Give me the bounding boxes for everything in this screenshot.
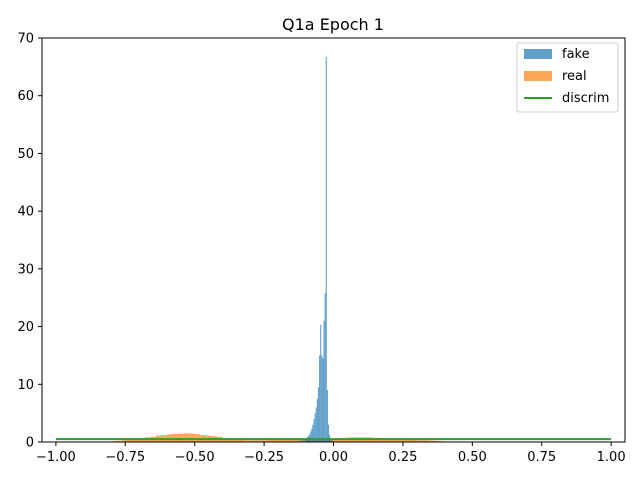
bar-fake-1 (300, 440, 302, 442)
x-tick-label: 0.75 (527, 450, 556, 465)
bar-fake-27 (331, 440, 333, 442)
bar-real-30 (277, 439, 284, 442)
bar-fake-21 (324, 293, 326, 442)
bar-real-24 (244, 440, 251, 442)
legend-swatch-real (524, 71, 552, 81)
bar-real-13 (183, 433, 190, 442)
legend-swatch-fake (524, 49, 552, 59)
bar-real-32 (289, 439, 295, 442)
bar-fake-20 (323, 320, 325, 442)
x-tick-label: 1.00 (597, 450, 626, 465)
bar-real-12 (178, 433, 184, 442)
legend-frame (516, 42, 619, 113)
bar-real-57 (427, 440, 434, 442)
y-tick-label: 50 (17, 147, 34, 162)
bar-fake-9 (311, 428, 313, 442)
bar-fake-2 (302, 439, 305, 442)
bar-real-20 (222, 439, 228, 442)
legend-label-fake: fake (562, 47, 590, 62)
bar-fake-16 (319, 355, 321, 442)
bar-real-29 (272, 439, 278, 442)
bar-real-53 (405, 439, 412, 442)
chart-title: Q1a Epoch 1 (282, 15, 384, 34)
bar-fake-14 (316, 398, 318, 442)
bar-fake-22 (325, 57, 327, 443)
legend-label-real: real (562, 69, 587, 84)
bar-fake-13 (315, 407, 317, 442)
bar-fake-24 (327, 424, 330, 442)
bar-real-26 (255, 440, 262, 442)
bar-fake-8 (310, 431, 312, 442)
bar-fake-18 (321, 355, 323, 442)
bar-real-27 (261, 440, 267, 442)
x-tick-label: −1.00 (36, 450, 76, 465)
bar-real-2 (122, 440, 129, 442)
bar-real-56 (422, 440, 428, 442)
x-tick-label: −0.25 (244, 450, 284, 465)
y-tick-label: 0 (26, 436, 34, 451)
bar-real-15 (194, 434, 201, 442)
x-tick-label: −0.50 (175, 450, 215, 465)
bar-fake-11 (313, 418, 315, 442)
bar-fake-17 (320, 324, 322, 442)
bar-real-1 (116, 440, 123, 442)
legend-label-discrim: discrim (562, 91, 609, 106)
bar-real-52 (400, 439, 406, 442)
bar-real-55 (416, 440, 423, 442)
bar-real-23 (239, 439, 245, 442)
bar-real-22 (233, 439, 240, 442)
bar-real-21 (228, 439, 234, 442)
bar-fake-3 (304, 439, 306, 442)
y-tick-label: 60 (17, 89, 34, 104)
series-fake-bars (297, 57, 334, 443)
legend: fake real discrim (516, 42, 619, 113)
y-axis: 0 10 20 30 40 50 60 70 (17, 32, 42, 451)
y-tick-label: 40 (17, 205, 34, 220)
bar-real-58 (433, 440, 439, 442)
bar-real-31 (283, 439, 290, 442)
bar-real-11 (172, 433, 179, 442)
bar-fake-19 (322, 358, 324, 442)
y-tick-label: 20 (17, 320, 34, 335)
x-tick-label: −0.75 (105, 450, 145, 465)
bar-fake-26 (330, 438, 332, 442)
bar-real-4 (133, 439, 140, 442)
x-tick-label: 0.25 (388, 450, 417, 465)
bar-real-51 (394, 439, 401, 442)
bar-real-3 (128, 439, 134, 442)
bar-real-50 (389, 438, 395, 442)
bar-fake-10 (312, 424, 314, 442)
x-axis: −1.00 −0.75 −0.50 −0.25 0.00 0.25 0.50 0.75 1.00 (36, 442, 626, 465)
bar-real-54 (411, 439, 417, 442)
bar-real-5 (139, 438, 145, 442)
bar-fake-12 (314, 413, 316, 442)
y-tick-label: 70 (17, 32, 34, 47)
x-tick-label: 0.00 (319, 450, 348, 465)
bar-fake-15 (317, 387, 320, 442)
bar-real-33 (294, 439, 301, 442)
bar-real-49 (383, 438, 390, 442)
bar-real-28 (266, 439, 273, 442)
bar-real-14 (189, 433, 195, 442)
bar-real-25 (250, 440, 256, 442)
bar-fake-0 (297, 440, 299, 442)
bar-fake-23 (326, 390, 328, 442)
y-tick-label: 10 (17, 378, 34, 393)
x-tick-label: 0.50 (458, 450, 487, 465)
bar-real-40 (333, 438, 340, 442)
bar-real-41 (339, 438, 345, 442)
y-tick-label: 30 (17, 262, 34, 277)
